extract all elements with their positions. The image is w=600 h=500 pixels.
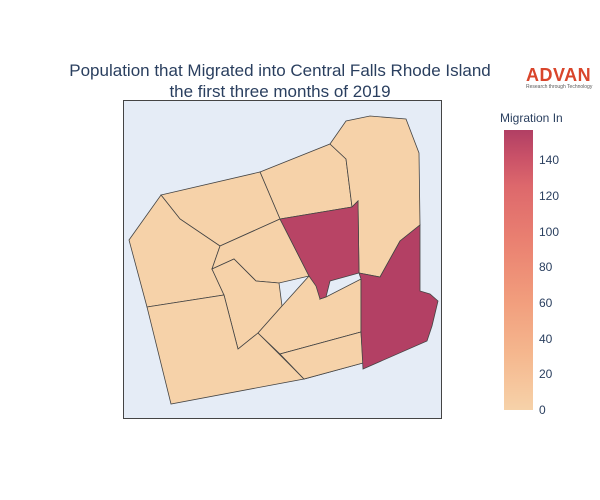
advan-logo: ADVAN Research through Technology xyxy=(526,66,596,90)
map-region-east-high[interactable] xyxy=(358,224,439,370)
colorbar-tick: 140 xyxy=(539,153,560,168)
colorbar-title: Migration In xyxy=(500,111,563,125)
title-line-2: the first three months of 2019 xyxy=(169,82,391,101)
colorbar-tick: 120 xyxy=(539,188,560,203)
logo-tagline: Research through Technology xyxy=(526,84,593,90)
colorbar-tick: 80 xyxy=(539,260,553,275)
colorbar-tick: 20 xyxy=(539,367,553,382)
colorbar-tick: 100 xyxy=(539,224,560,239)
title-line-1: Population that Migrated into Central Fa… xyxy=(69,61,491,80)
map-plot-area[interactable] xyxy=(123,100,442,419)
choropleth-map[interactable] xyxy=(124,101,442,419)
map-region-central-high[interactable] xyxy=(279,200,360,300)
colorbar-tick: 60 xyxy=(539,295,553,310)
colorbar-tick: 40 xyxy=(539,331,553,346)
logo-name: ADVAN xyxy=(526,65,592,85)
chart-title: Population that Migrated into Central Fa… xyxy=(0,60,560,102)
colorbar-tick: 0 xyxy=(539,403,546,417)
colorbar xyxy=(504,130,533,410)
